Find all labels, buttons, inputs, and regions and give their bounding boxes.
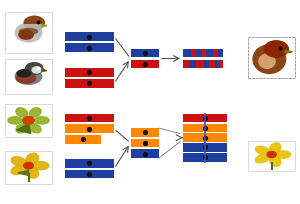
Ellipse shape	[29, 124, 41, 133]
Bar	[196, 60, 205, 68]
Circle shape	[32, 67, 41, 73]
Circle shape	[26, 63, 43, 74]
Bar	[183, 49, 191, 57]
Circle shape	[24, 162, 33, 169]
Bar	[183, 133, 227, 142]
Bar	[191, 49, 196, 57]
Point	[142, 51, 147, 54]
Polygon shape	[42, 69, 47, 71]
Bar	[64, 68, 114, 76]
Point	[142, 62, 147, 66]
Ellipse shape	[8, 117, 22, 124]
Ellipse shape	[275, 151, 291, 158]
Bar	[64, 124, 114, 133]
Ellipse shape	[35, 117, 49, 124]
Bar	[218, 49, 224, 57]
Ellipse shape	[19, 30, 33, 39]
Bar	[4, 59, 52, 94]
Bar	[183, 114, 227, 122]
Bar	[183, 153, 227, 162]
Ellipse shape	[15, 69, 42, 84]
Polygon shape	[42, 24, 47, 27]
Polygon shape	[285, 50, 292, 53]
Ellipse shape	[256, 154, 270, 163]
Point	[203, 156, 208, 159]
Bar	[130, 49, 159, 57]
Bar	[64, 43, 114, 52]
Ellipse shape	[29, 108, 41, 117]
Point	[142, 141, 147, 145]
Ellipse shape	[269, 156, 281, 166]
Bar	[130, 139, 159, 147]
Bar	[248, 37, 295, 78]
Point	[80, 138, 85, 141]
Ellipse shape	[16, 108, 28, 117]
Bar	[4, 12, 52, 53]
Point	[142, 131, 147, 134]
Point	[36, 66, 40, 69]
Point	[203, 126, 208, 130]
Ellipse shape	[253, 45, 286, 73]
Bar	[4, 151, 52, 184]
Ellipse shape	[269, 143, 281, 153]
Bar	[220, 60, 224, 68]
Point	[142, 152, 147, 155]
Ellipse shape	[259, 54, 275, 68]
Bar	[64, 32, 114, 41]
Circle shape	[23, 116, 34, 124]
Point	[277, 46, 282, 49]
Point	[87, 35, 92, 38]
Ellipse shape	[15, 23, 42, 42]
Bar	[202, 49, 206, 57]
Circle shape	[264, 41, 288, 57]
Bar	[4, 104, 52, 137]
Bar	[189, 60, 196, 68]
Bar	[183, 60, 189, 68]
Point	[87, 127, 92, 130]
Bar	[248, 141, 295, 171]
Polygon shape	[18, 171, 28, 175]
Ellipse shape	[11, 165, 26, 175]
Ellipse shape	[26, 153, 38, 164]
Point	[87, 71, 92, 74]
Point	[203, 146, 208, 149]
Bar	[130, 149, 159, 158]
Bar	[64, 170, 114, 178]
Bar	[64, 159, 114, 168]
Ellipse shape	[11, 157, 26, 166]
Bar	[209, 60, 215, 68]
Bar	[183, 124, 227, 132]
Bar	[248, 37, 295, 78]
Point	[87, 172, 92, 176]
Ellipse shape	[17, 70, 30, 77]
Bar	[130, 128, 159, 137]
Circle shape	[267, 151, 276, 157]
Bar	[64, 79, 114, 88]
Bar	[183, 143, 227, 152]
Bar	[196, 49, 202, 57]
Circle shape	[24, 16, 44, 30]
Point	[87, 162, 92, 165]
Ellipse shape	[20, 29, 38, 34]
Point	[203, 136, 208, 139]
Bar	[64, 114, 114, 122]
Wedge shape	[24, 16, 44, 23]
Ellipse shape	[16, 73, 36, 83]
Point	[87, 46, 92, 49]
Point	[87, 82, 92, 85]
Bar	[130, 60, 159, 68]
Bar	[213, 49, 218, 57]
Ellipse shape	[16, 124, 28, 133]
Point	[203, 116, 208, 120]
Ellipse shape	[256, 146, 270, 155]
Point	[36, 21, 40, 24]
Bar	[64, 135, 100, 144]
Bar	[205, 60, 209, 68]
Ellipse shape	[32, 162, 49, 170]
Point	[87, 116, 92, 120]
Polygon shape	[16, 124, 31, 133]
Bar	[206, 49, 213, 57]
Bar	[215, 60, 219, 68]
Ellipse shape	[26, 167, 38, 178]
